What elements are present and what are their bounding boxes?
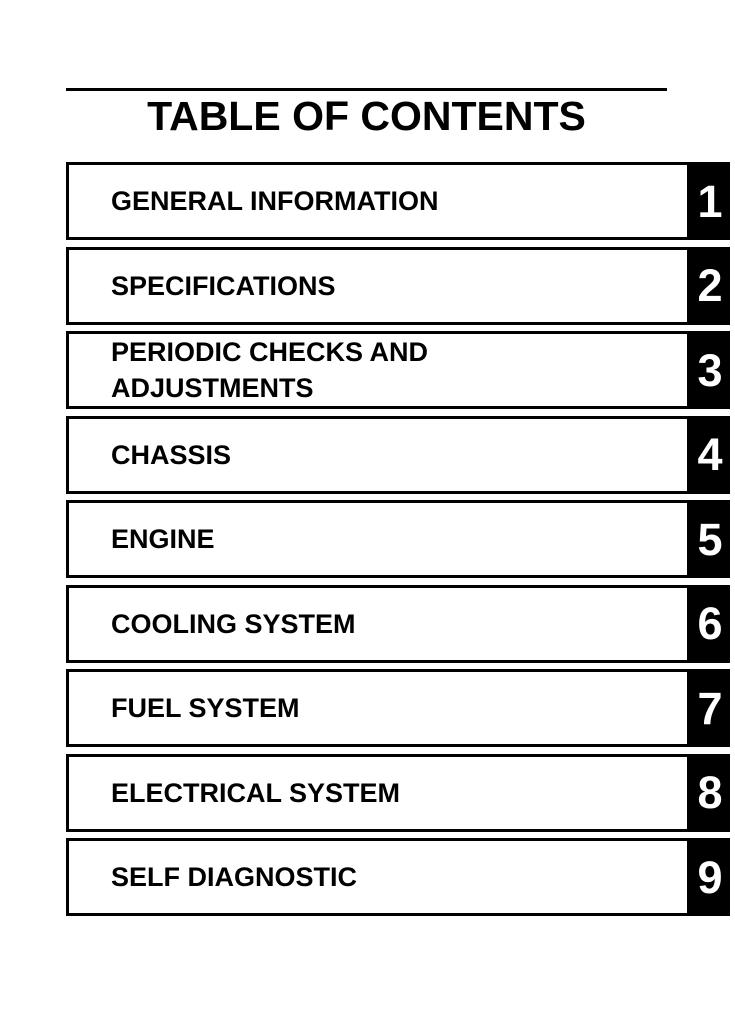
chapter-number: 5 — [697, 513, 723, 565]
chapter-label-box: SELF DIAGNOSTIC — [66, 838, 690, 916]
chapter-label: GENERAL INFORMATION — [111, 186, 439, 216]
chapter-number-box: 3 — [690, 331, 730, 409]
chapter-label-box: SPECIFICATIONS — [66, 246, 690, 325]
chapter-number: 7 — [697, 682, 723, 734]
chapter-number-box: 2 — [690, 246, 730, 325]
chapter-label: CHASSIS — [111, 439, 232, 470]
chapter-number-box: 7 — [690, 669, 730, 747]
chapter-label: PERIODIC CHECKS AND ADJUSTMENTS — [111, 337, 429, 403]
toc-row[interactable]: PERIODIC CHECKS AND ADJUSTMENTS 3 — [66, 331, 730, 409]
chapter-number: 8 — [697, 767, 723, 818]
chapter-label: ENGINE — [111, 524, 215, 554]
chapter-label-box: ELECTRICAL SYSTEM — [66, 753, 690, 832]
chapter-number-box: 4 — [690, 415, 730, 494]
toc-row[interactable]: GENERAL INFORMATION 1 — [66, 162, 730, 240]
chapter-label-box: FUEL SYSTEM — [66, 669, 690, 747]
chapter-number-box: 8 — [690, 753, 730, 832]
chapter-number: 1 — [697, 175, 723, 227]
chapter-label: FUEL SYSTEM — [111, 693, 300, 723]
toc-row[interactable]: FUEL SYSTEM 7 — [66, 669, 730, 747]
page-title: TABLE OF CONTENTS — [147, 93, 586, 139]
chapter-label-box: COOLING SYSTEM — [66, 584, 690, 663]
toc-row[interactable]: ENGINE 5 — [66, 500, 730, 578]
toc-row[interactable]: SPECIFICATIONS 2 — [66, 246, 730, 325]
toc-list: GENERAL INFORMATION 1 SPECIFICATIONS 2 P… — [66, 162, 730, 916]
chapter-label: SELF DIAGNOSTIC — [111, 862, 358, 892]
chapter-number-box: 5 — [690, 500, 730, 578]
chapter-number-box: 1 — [690, 162, 730, 240]
chapter-number-box: 9 — [690, 838, 730, 916]
chapter-label-box: PERIODIC CHECKS AND ADJUSTMENTS — [66, 331, 690, 409]
chapter-number: 9 — [697, 851, 723, 903]
toc-row[interactable]: CHASSIS 4 — [66, 415, 730, 494]
chapter-number: 2 — [697, 260, 723, 311]
toc-row[interactable]: COOLING SYSTEM 6 — [66, 584, 730, 663]
chapter-label-box: CHASSIS — [66, 415, 690, 494]
toc-row[interactable]: SELF DIAGNOSTIC 9 — [66, 838, 730, 916]
chapter-label-box: GENERAL INFORMATION — [66, 162, 690, 240]
chapter-label: SPECIFICATIONS — [111, 270, 336, 301]
chapter-number-box: 6 — [690, 584, 730, 663]
chapter-number: 4 — [697, 429, 723, 480]
chapter-label: ELECTRICAL SYSTEM — [111, 777, 401, 808]
chapter-number: 3 — [697, 344, 723, 396]
chapter-number: 6 — [697, 598, 723, 649]
toc-row[interactable]: ELECTRICAL SYSTEM 8 — [66, 753, 730, 832]
chapter-label: COOLING SYSTEM — [111, 608, 356, 639]
title-rule — [66, 88, 667, 91]
chapter-label-box: ENGINE — [66, 500, 690, 578]
